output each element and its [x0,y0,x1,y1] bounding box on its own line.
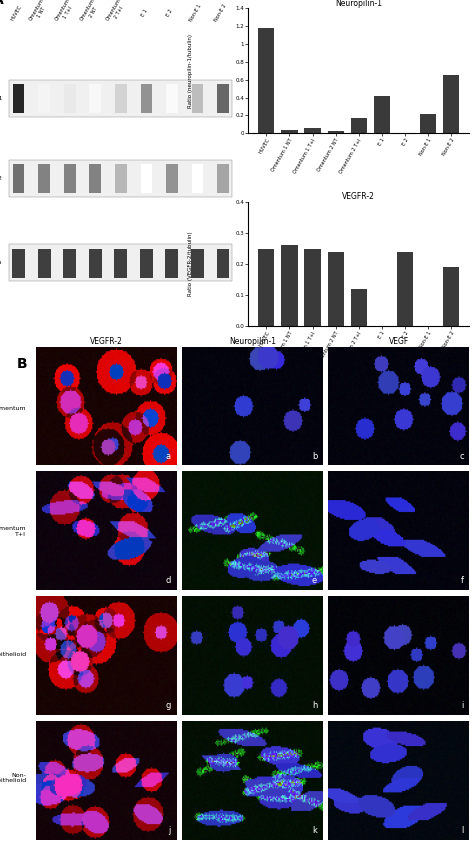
Bar [191,248,204,277]
Text: Omentum: Omentum [0,406,26,410]
Bar [217,84,229,114]
Text: b: b [312,452,317,460]
Bar [38,84,50,114]
Bar [140,248,153,277]
Text: Omentum
1 T+I: Omentum 1 T+I [54,0,76,25]
Text: B: B [17,356,27,371]
Text: Omentum
2 NT: Omentum 2 NT [80,0,101,25]
Bar [38,164,50,192]
Text: a: a [166,452,171,460]
Bar [258,28,274,133]
Bar [90,84,101,114]
Text: e: e [312,577,317,585]
Bar [89,248,101,277]
Bar [64,164,75,192]
Title: VEGFR-2: VEGFR-2 [90,337,122,346]
Text: Epithelioid: Epithelioid [0,652,26,657]
Bar [9,80,232,117]
Bar [38,248,51,277]
Text: VEGFR-2: VEGFR-2 [0,176,2,181]
Bar [351,118,367,133]
Bar [282,131,298,133]
Bar [115,164,127,192]
Text: Omentum
2 T+I: Omentum 2 T+I [105,0,127,25]
Text: A: A [0,0,4,7]
Bar [217,164,229,192]
Text: j: j [168,826,171,834]
Bar [90,164,101,192]
Bar [12,248,25,277]
Bar [351,289,367,326]
Title: Neuropilin-1: Neuropilin-1 [335,0,382,8]
Text: g: g [165,701,171,710]
Text: k: k [312,826,317,834]
Bar [191,164,203,192]
Title: VEGFR-2: VEGFR-2 [342,192,375,201]
Bar [282,245,298,326]
Bar [64,248,76,277]
Bar [304,128,320,133]
Bar [328,131,344,133]
Bar [114,248,127,277]
Text: h: h [312,701,317,710]
Text: Omentum
1 NT: Omentum 1 NT [28,0,50,25]
Text: E 1: E 1 [140,8,148,17]
Bar [140,164,152,192]
Text: Non-E 1: Non-E 1 [188,3,202,22]
Text: Non-E 2: Non-E 2 [214,3,228,22]
Bar [64,84,75,114]
Text: HUVEC: HUVEC [10,4,23,21]
Bar [420,114,436,133]
Bar [13,164,25,192]
Bar [115,84,127,114]
Text: d: d [165,577,171,585]
Text: Omentum
T+I: Omentum T+I [0,526,26,537]
Text: Tubulin: Tubulin [0,260,2,265]
Text: l: l [461,826,464,834]
Bar [374,96,390,133]
Bar [140,84,152,114]
Bar [166,164,178,192]
Text: E 2: E 2 [165,8,174,17]
Bar [443,75,459,133]
Bar [9,244,232,282]
Text: i: i [461,701,464,710]
Bar [191,84,203,114]
Title: Neuropilin-1: Neuropilin-1 [229,337,276,346]
Text: Nrp-1: Nrp-1 [0,96,2,101]
Bar [166,84,178,114]
Bar [13,84,25,114]
Bar [9,159,232,197]
Bar [328,252,344,326]
Y-axis label: Ratio (VEGFR-2/tubulin): Ratio (VEGFR-2/tubulin) [188,232,193,297]
Text: f: f [461,577,464,585]
Bar [397,252,413,326]
Bar [165,248,178,277]
Bar [304,248,320,326]
Title: VEGF: VEGF [389,337,409,346]
Y-axis label: Ratio (neuropilin-1/tubulin): Ratio (neuropilin-1/tubulin) [188,34,193,108]
Bar [443,267,459,326]
Bar [217,248,229,277]
Text: c: c [459,452,464,460]
Text: Non-
Epithelioid: Non- Epithelioid [0,773,26,784]
Bar [258,248,274,326]
